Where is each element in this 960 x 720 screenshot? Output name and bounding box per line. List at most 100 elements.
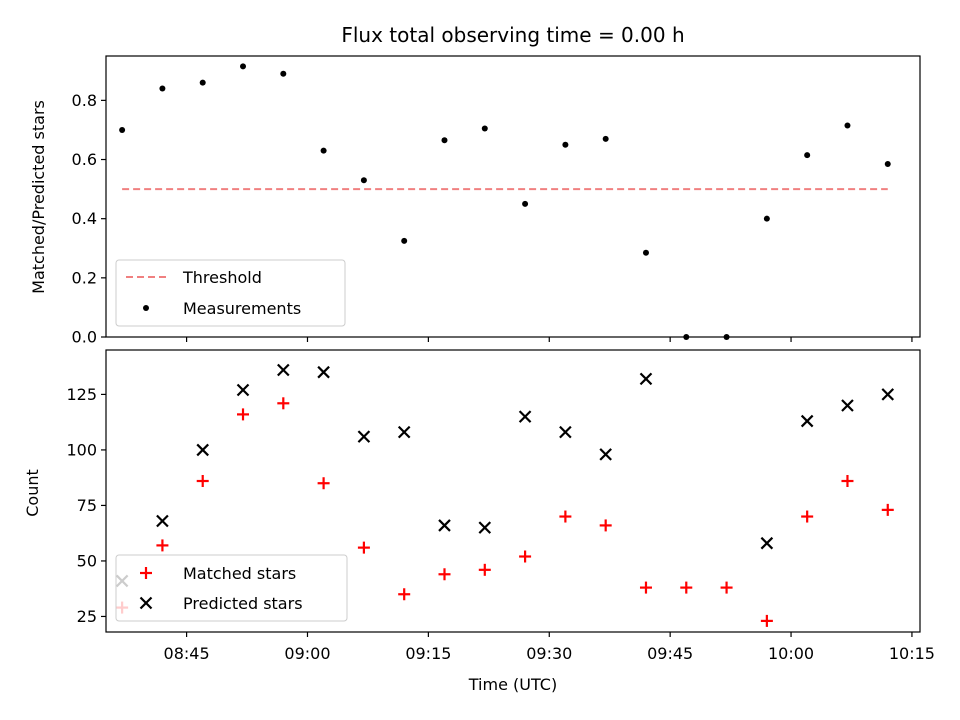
matched-star-marker <box>317 477 330 490</box>
matched-star-marker <box>398 588 411 601</box>
x-axis-label: Time (UTC) <box>468 675 557 694</box>
x-b <box>438 519 451 532</box>
top-plot-frame <box>105 55 921 338</box>
matched-star-marker <box>519 550 532 563</box>
matched-star-marker <box>156 539 169 552</box>
x-b <box>317 365 330 379</box>
measurement-point <box>280 70 287 77</box>
x-tick-label: 09:15 <box>405 644 451 663</box>
matched-star-marker <box>438 568 451 581</box>
matched-star-marker <box>237 408 250 421</box>
x-tick-label: 10:00 <box>768 644 814 663</box>
x-b <box>277 363 290 377</box>
predicted-star-marker <box>139 596 153 610</box>
measurement-point <box>441 137 448 144</box>
predicted-star-marker <box>760 536 774 550</box>
bottom-y-tick-label: 50 <box>77 551 97 570</box>
measurement-point <box>804 152 811 159</box>
matched-star-marker <box>639 581 652 594</box>
matched-star-marker <box>357 541 370 554</box>
top-y-tick-label: 0.2 <box>72 268 97 287</box>
legend-measurement-swatch <box>143 305 149 311</box>
measurement-point <box>481 125 488 132</box>
predicted-star-marker <box>559 425 572 439</box>
bottom-y-axis-label: Count <box>23 469 42 517</box>
legend-label: Threshold <box>182 268 262 287</box>
bottom-y-tick-label: 75 <box>77 496 97 515</box>
x-tick-label: 09:30 <box>526 644 572 663</box>
legend-box <box>115 554 348 622</box>
measurement-point <box>159 85 166 92</box>
matched-star-marker <box>841 475 854 488</box>
matched-star-marker <box>277 397 290 410</box>
bottom-y-tick-label: 25 <box>77 607 97 626</box>
x-b <box>881 388 895 401</box>
legend-label: Matched stars <box>183 564 296 583</box>
predicted-star-marker <box>397 425 411 439</box>
x-b <box>760 536 774 550</box>
measurement-point <box>401 237 408 244</box>
measurement-point <box>562 141 569 148</box>
top-y-tick-label: 0.8 <box>72 91 97 110</box>
x-b <box>357 430 371 443</box>
x-tick-label: 09:45 <box>647 644 693 663</box>
predicted-star-marker <box>518 410 532 423</box>
measurement-point <box>360 177 367 184</box>
x-b <box>478 521 492 534</box>
matched-star-marker <box>680 581 693 594</box>
x-b <box>559 425 572 439</box>
bottom-legend: Matched stars Predicted stars <box>115 554 348 622</box>
matched-star-marker <box>801 510 814 523</box>
predicted-star-marker <box>639 372 653 386</box>
predicted-star-marker <box>317 365 330 379</box>
measurement-point <box>199 79 206 86</box>
x-b <box>139 596 153 610</box>
top-legend: Threshold Measurements <box>115 259 346 327</box>
matched-star-marker <box>599 519 612 532</box>
matched-star-marker <box>559 510 572 523</box>
measurement-point <box>119 126 126 133</box>
predicted-star-marker <box>357 430 371 443</box>
predicted-star-marker <box>156 514 169 528</box>
legend-label: Predicted stars <box>183 594 303 613</box>
predicted-star-marker <box>277 363 290 377</box>
matched-star-marker <box>881 503 894 516</box>
predicted-star-marker <box>800 414 814 428</box>
measurement-point <box>763 215 770 222</box>
measurement-point <box>884 160 891 167</box>
bottom-panel: Matched stars Predicted stars 25 50 75 100 125… <box>66 349 935 663</box>
measurement-point <box>642 249 649 256</box>
top-y-tick-label: 0.4 <box>72 209 97 228</box>
top-y-tick-label: 0.0 <box>72 328 97 347</box>
matched-star-marker <box>720 581 733 594</box>
measurement-point <box>522 200 529 207</box>
bottom-y-tick-label: 100 <box>66 440 97 459</box>
measurement-point <box>602 135 609 142</box>
chart-title: Flux total observing time = 0.00 h <box>341 23 684 47</box>
matched-star-marker <box>760 614 773 627</box>
legend-label: Measurements <box>183 299 301 318</box>
measurement-point <box>240 63 247 70</box>
bottom-y-tick-label: 125 <box>66 385 97 404</box>
measurement-point <box>844 122 851 129</box>
x-b <box>800 414 814 428</box>
predicted-star-marker <box>196 443 209 457</box>
matched-star-marker <box>140 567 152 579</box>
x-b <box>156 514 169 528</box>
predicted-star-marker <box>236 383 250 397</box>
matched-star-marker <box>478 563 491 576</box>
x-b <box>196 443 209 457</box>
matched-star-marker <box>196 475 209 488</box>
predicted-star-marker <box>438 519 451 532</box>
x-tick-label: 08:45 <box>164 644 210 663</box>
predicted-star-marker <box>478 521 492 534</box>
x-b <box>599 448 612 461</box>
top-panel: 0.0 0.2 0.4 0.6 0.8 Threshold Measurements <box>72 55 921 347</box>
measurement-point <box>320 147 327 154</box>
predicted-star-marker <box>841 399 854 412</box>
x-b <box>397 425 411 439</box>
x-b <box>841 399 854 412</box>
top-y-axis-label: Matched/Predicted stars <box>29 100 48 294</box>
predicted-star-marker <box>881 388 895 401</box>
